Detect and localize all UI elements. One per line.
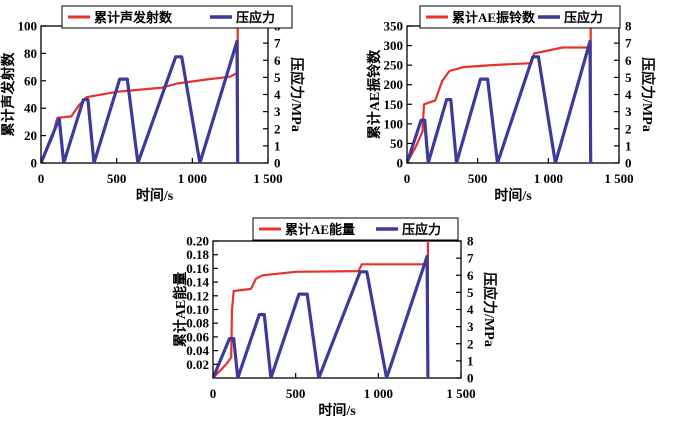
x-axis-title: 时间/s	[318, 402, 356, 416]
series-line-stress	[407, 39, 593, 163]
y2-tick-label: 3	[274, 104, 281, 119]
legend-box	[61, 5, 293, 29]
legend-box	[419, 5, 621, 29]
y2-tick-label: 0	[625, 156, 632, 171]
legend-label-stress: 压应力	[564, 10, 603, 25]
y-tick-label: 0.02	[186, 357, 209, 372]
y2-tick-label: 1	[467, 353, 474, 368]
x-tick-label: 500	[468, 171, 488, 186]
y2-tick-label: 5	[467, 285, 474, 300]
y-tick-label: 0	[31, 156, 38, 171]
y2-axis-title: 压应力/MPa	[288, 57, 305, 132]
y-tick-label: 250	[384, 58, 404, 73]
legend: 累计AE能量 压应力	[252, 217, 459, 241]
y2-tick-label: 0	[274, 156, 281, 171]
y-tick-label: 200	[384, 77, 404, 92]
y-axis-title: 累计声发射数	[0, 52, 17, 137]
y2-tick-label: 5	[625, 70, 632, 85]
y2-tick-label: 1	[274, 138, 281, 153]
y2-tick-label: 8	[467, 234, 474, 249]
y-axis-title: 累计AE振铃数	[366, 49, 383, 139]
x-tick-label: 1 500	[253, 171, 282, 186]
x-axis-title: 时间/s	[136, 187, 174, 204]
y-tick-label: 0.04	[186, 343, 209, 358]
legend: 累计声发射数 压应力	[61, 5, 293, 29]
y-tick-label: 50	[390, 136, 403, 151]
y-tick-label: 0.18	[186, 247, 209, 262]
x-tick-label: 500	[286, 386, 306, 401]
y2-tick-label: 6	[274, 53, 281, 68]
y2-tick-label: 2	[467, 336, 474, 351]
y2-tick-label: 0	[467, 371, 474, 386]
y2-tick-label: 6	[625, 53, 632, 68]
legend: 累计AE振铃数 压应力	[419, 5, 621, 29]
y-tick-label: 100	[18, 19, 38, 34]
series-line-stress	[41, 39, 240, 163]
y-tick-label: 0.08	[186, 316, 209, 331]
y-axis-title: 累计AE能量	[172, 272, 189, 347]
y2-tick-label: 3	[625, 104, 632, 119]
x-tick-label: 500	[107, 171, 127, 186]
y2-tick-label: 4	[467, 302, 474, 317]
series-line-stress	[213, 254, 430, 378]
y-tick-label: 0.06	[186, 329, 209, 344]
y2-tick-label: 5	[274, 70, 281, 85]
y-tick-label: 0.12	[186, 288, 209, 303]
y-tick-label: 0.10	[186, 302, 209, 317]
x-tick-label: 1 000	[178, 171, 207, 186]
x-tick-label: 0	[210, 386, 217, 401]
x-tick-label: 1 500	[604, 171, 633, 186]
y2-axis-title: 压应力/MPa	[639, 57, 656, 132]
y-tick-label: 300	[384, 38, 404, 53]
y2-tick-label: 2	[625, 121, 632, 136]
legend-box	[252, 217, 459, 241]
legend-label-cumulative: 累计AE能量	[285, 222, 355, 237]
y2-tick-label: 7	[274, 36, 281, 51]
y-tick-label: 150	[384, 97, 404, 112]
y-tick-label: 0.20	[186, 234, 209, 249]
y-tick-label: 0	[397, 156, 404, 171]
y-tick-label: 60	[24, 73, 37, 88]
y-tick-label: 80	[24, 46, 37, 61]
legend-label-cumulative: 累计声发射数	[94, 10, 173, 25]
y2-tick-label: 3	[467, 319, 474, 334]
x-tick-label: 0	[404, 171, 411, 186]
legend-label-stress: 压应力	[402, 222, 441, 237]
y2-tick-label: 4	[625, 87, 632, 102]
x-tick-label: 0	[38, 171, 45, 186]
x-axis-title: 时间/s	[494, 187, 532, 204]
y2-axis-title: 压应力/MPa	[481, 272, 498, 347]
y-tick-label: 100	[384, 116, 404, 131]
legend-label-cumulative: 累计AE振铃数	[452, 10, 536, 25]
y2-tick-label: 4	[274, 87, 281, 102]
y-tick-label: 0.16	[186, 261, 209, 276]
y-tick-label: 0.14	[186, 275, 209, 290]
y2-tick-label: 6	[467, 268, 474, 283]
chart-3: 0 500 1 000 1 5000.020.040.060.080.100.120.…	[172, 217, 498, 419]
y2-tick-label: 8	[625, 19, 632, 34]
y-tick-label: 40	[24, 101, 37, 116]
x-tick-label: 1 000	[534, 171, 563, 186]
y-tick-label: 350	[384, 19, 404, 34]
y2-tick-label: 7	[467, 251, 474, 266]
x-tick-label: 1 500	[446, 386, 475, 401]
y-tick-label: 20	[24, 128, 37, 143]
y2-tick-label: 7	[625, 36, 632, 51]
chart-2: 0 500 1 000 1 50005010015020025030035001234…	[366, 5, 656, 204]
y2-tick-label: 2	[274, 121, 281, 136]
y2-tick-label: 1	[625, 138, 632, 153]
legend-label-stress: 压应力	[236, 10, 275, 25]
x-tick-label: 1 000	[364, 386, 393, 401]
